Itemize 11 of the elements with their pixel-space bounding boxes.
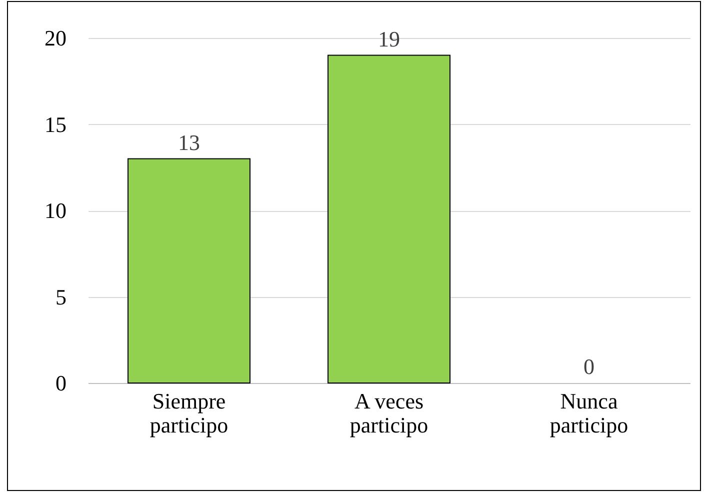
y-tick-label: 10 [44,198,66,223]
y-tick-label: 20 [44,26,66,50]
y-tick-label: 15 [44,112,66,137]
y-tick-label: 5 [56,284,66,310]
data-label: 0 [584,354,594,379]
x-tick-label: Siempre participo [150,388,228,438]
x-tick-label: A veces participo [350,388,428,438]
data-label: 19 [378,26,400,52]
x-tick-label: Nunca participo [550,388,628,438]
data-label: 13 [178,130,200,155]
y-tick-label: 0 [56,370,66,396]
